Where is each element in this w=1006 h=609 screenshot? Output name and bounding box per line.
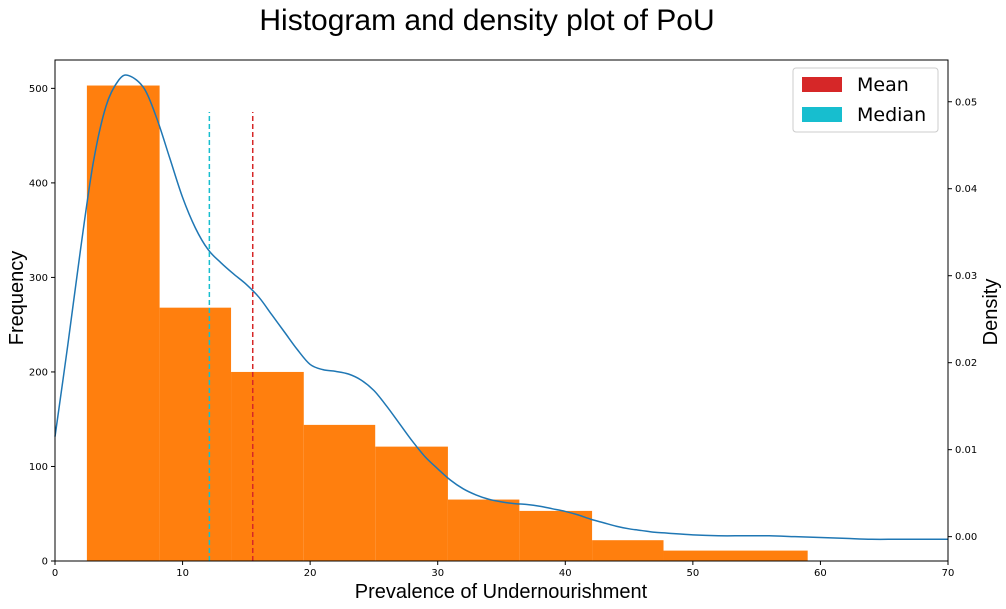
x-tick-label: 40	[559, 568, 572, 579]
histogram-bar	[159, 307, 232, 561]
y-tick-label-left: 200	[29, 367, 48, 378]
x-axis-title: Prevalence of Undernourishment	[355, 581, 648, 603]
y-tick-label-right: 0.03	[955, 271, 977, 282]
x-tick-label: 70	[942, 568, 955, 579]
y-tick-label-left: 300	[29, 273, 48, 284]
y-tick-label-right: 0.00	[955, 532, 977, 543]
y-tick-label-right: 0.02	[955, 358, 977, 369]
legend: Mean Median	[792, 67, 939, 133]
y-axis-title-right: Density	[980, 279, 1002, 346]
y-axis-title-left: Frequency	[6, 251, 28, 346]
histogram-bar	[375, 446, 448, 561]
plot-area: 0 10 20 30 40 50 60 70 0 100 200 300 400 500 0.00 0.01 0…	[29, 59, 977, 579]
histogram-bar	[231, 371, 304, 561]
histogram-bar	[86, 85, 160, 561]
y-tick-label-left: 500	[29, 84, 48, 95]
y-tick-label-right: 0.01	[955, 445, 977, 456]
histogram-bar	[592, 540, 664, 561]
y-tick-label-right: 0.05	[955, 97, 977, 108]
x-tick-label: 20	[304, 568, 317, 579]
x-tick-label: 50	[686, 568, 699, 579]
y-tick-label-left: 100	[29, 462, 48, 473]
histogram-bar	[303, 424, 376, 561]
legend-label-mean: Mean	[857, 74, 909, 96]
histogram-bar	[519, 510, 593, 561]
y-tick-label-left: 400	[29, 178, 48, 189]
histogram-bar	[447, 499, 520, 561]
x-tick-label: 60	[814, 568, 827, 579]
density-curve	[54, 74, 948, 541]
x-tick-label: 10	[176, 568, 189, 579]
histogram-bar	[663, 550, 808, 561]
x-tick-label: 30	[431, 568, 444, 579]
plot-frame	[54, 59, 949, 562]
legend-swatch-median	[802, 107, 842, 122]
x-tick-label: 0	[52, 568, 58, 579]
legend-swatch-mean	[802, 77, 842, 92]
legend-label-median: Median	[857, 104, 926, 126]
y-tick-label-left: 0	[42, 557, 48, 568]
chart-title: Histogram and density plot of PoU	[259, 4, 714, 37]
y-tick-label-right: 0.04	[955, 184, 977, 195]
